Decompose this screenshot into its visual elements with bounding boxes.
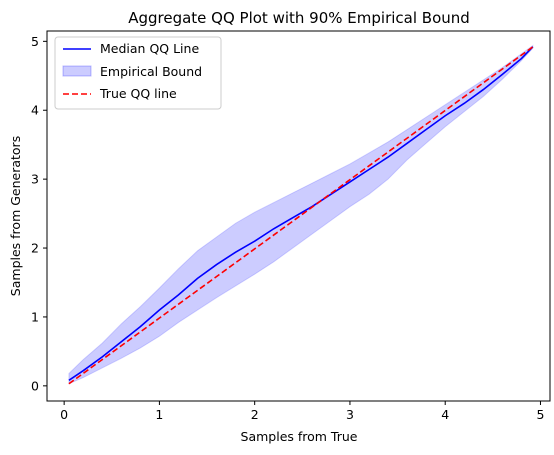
x-tick-label: 1 [155, 407, 163, 422]
y-tick-label: 4 [31, 103, 39, 118]
line-layer [68, 46, 534, 385]
y-tick-label: 5 [31, 34, 39, 49]
legend-box [54, 36, 222, 110]
legend-label-bound: Empirical Bound [100, 64, 202, 79]
x-tick-label: 4 [441, 407, 449, 422]
plot-area [68, 44, 534, 385]
y-tick-label: 3 [31, 172, 39, 187]
x-axis: 0 1 2 3 4 5 [60, 401, 544, 422]
chart-title: Aggregate QQ Plot with 90% Empirical Bou… [128, 9, 470, 27]
y-tick-label: 2 [31, 241, 39, 256]
x-tick-label: 5 [536, 407, 544, 422]
band-layer [68, 44, 534, 385]
series-band-empirical-bound [68, 44, 534, 385]
y-axis-label: Samples from Generators [8, 136, 23, 296]
x-tick-label: 2 [251, 407, 259, 422]
legend: Median QQ Line Empirical Bound True QQ l… [54, 36, 222, 110]
x-axis-label: Samples from True [241, 429, 358, 444]
series-line-median-qq [68, 46, 534, 381]
y-tick-label: 1 [31, 309, 39, 324]
series-line-true-qq [68, 46, 534, 385]
x-tick-label: 3 [346, 407, 354, 422]
legend-label-median: Median QQ Line [100, 41, 199, 56]
legend-swatch-bound [62, 65, 92, 77]
legend-label-true: True QQ line [99, 86, 177, 101]
x-tick-label: 0 [60, 407, 68, 422]
axes-frame [46, 30, 551, 402]
y-axis: 0 1 2 3 4 5 [31, 34, 47, 393]
y-tick-label: 0 [31, 378, 39, 393]
